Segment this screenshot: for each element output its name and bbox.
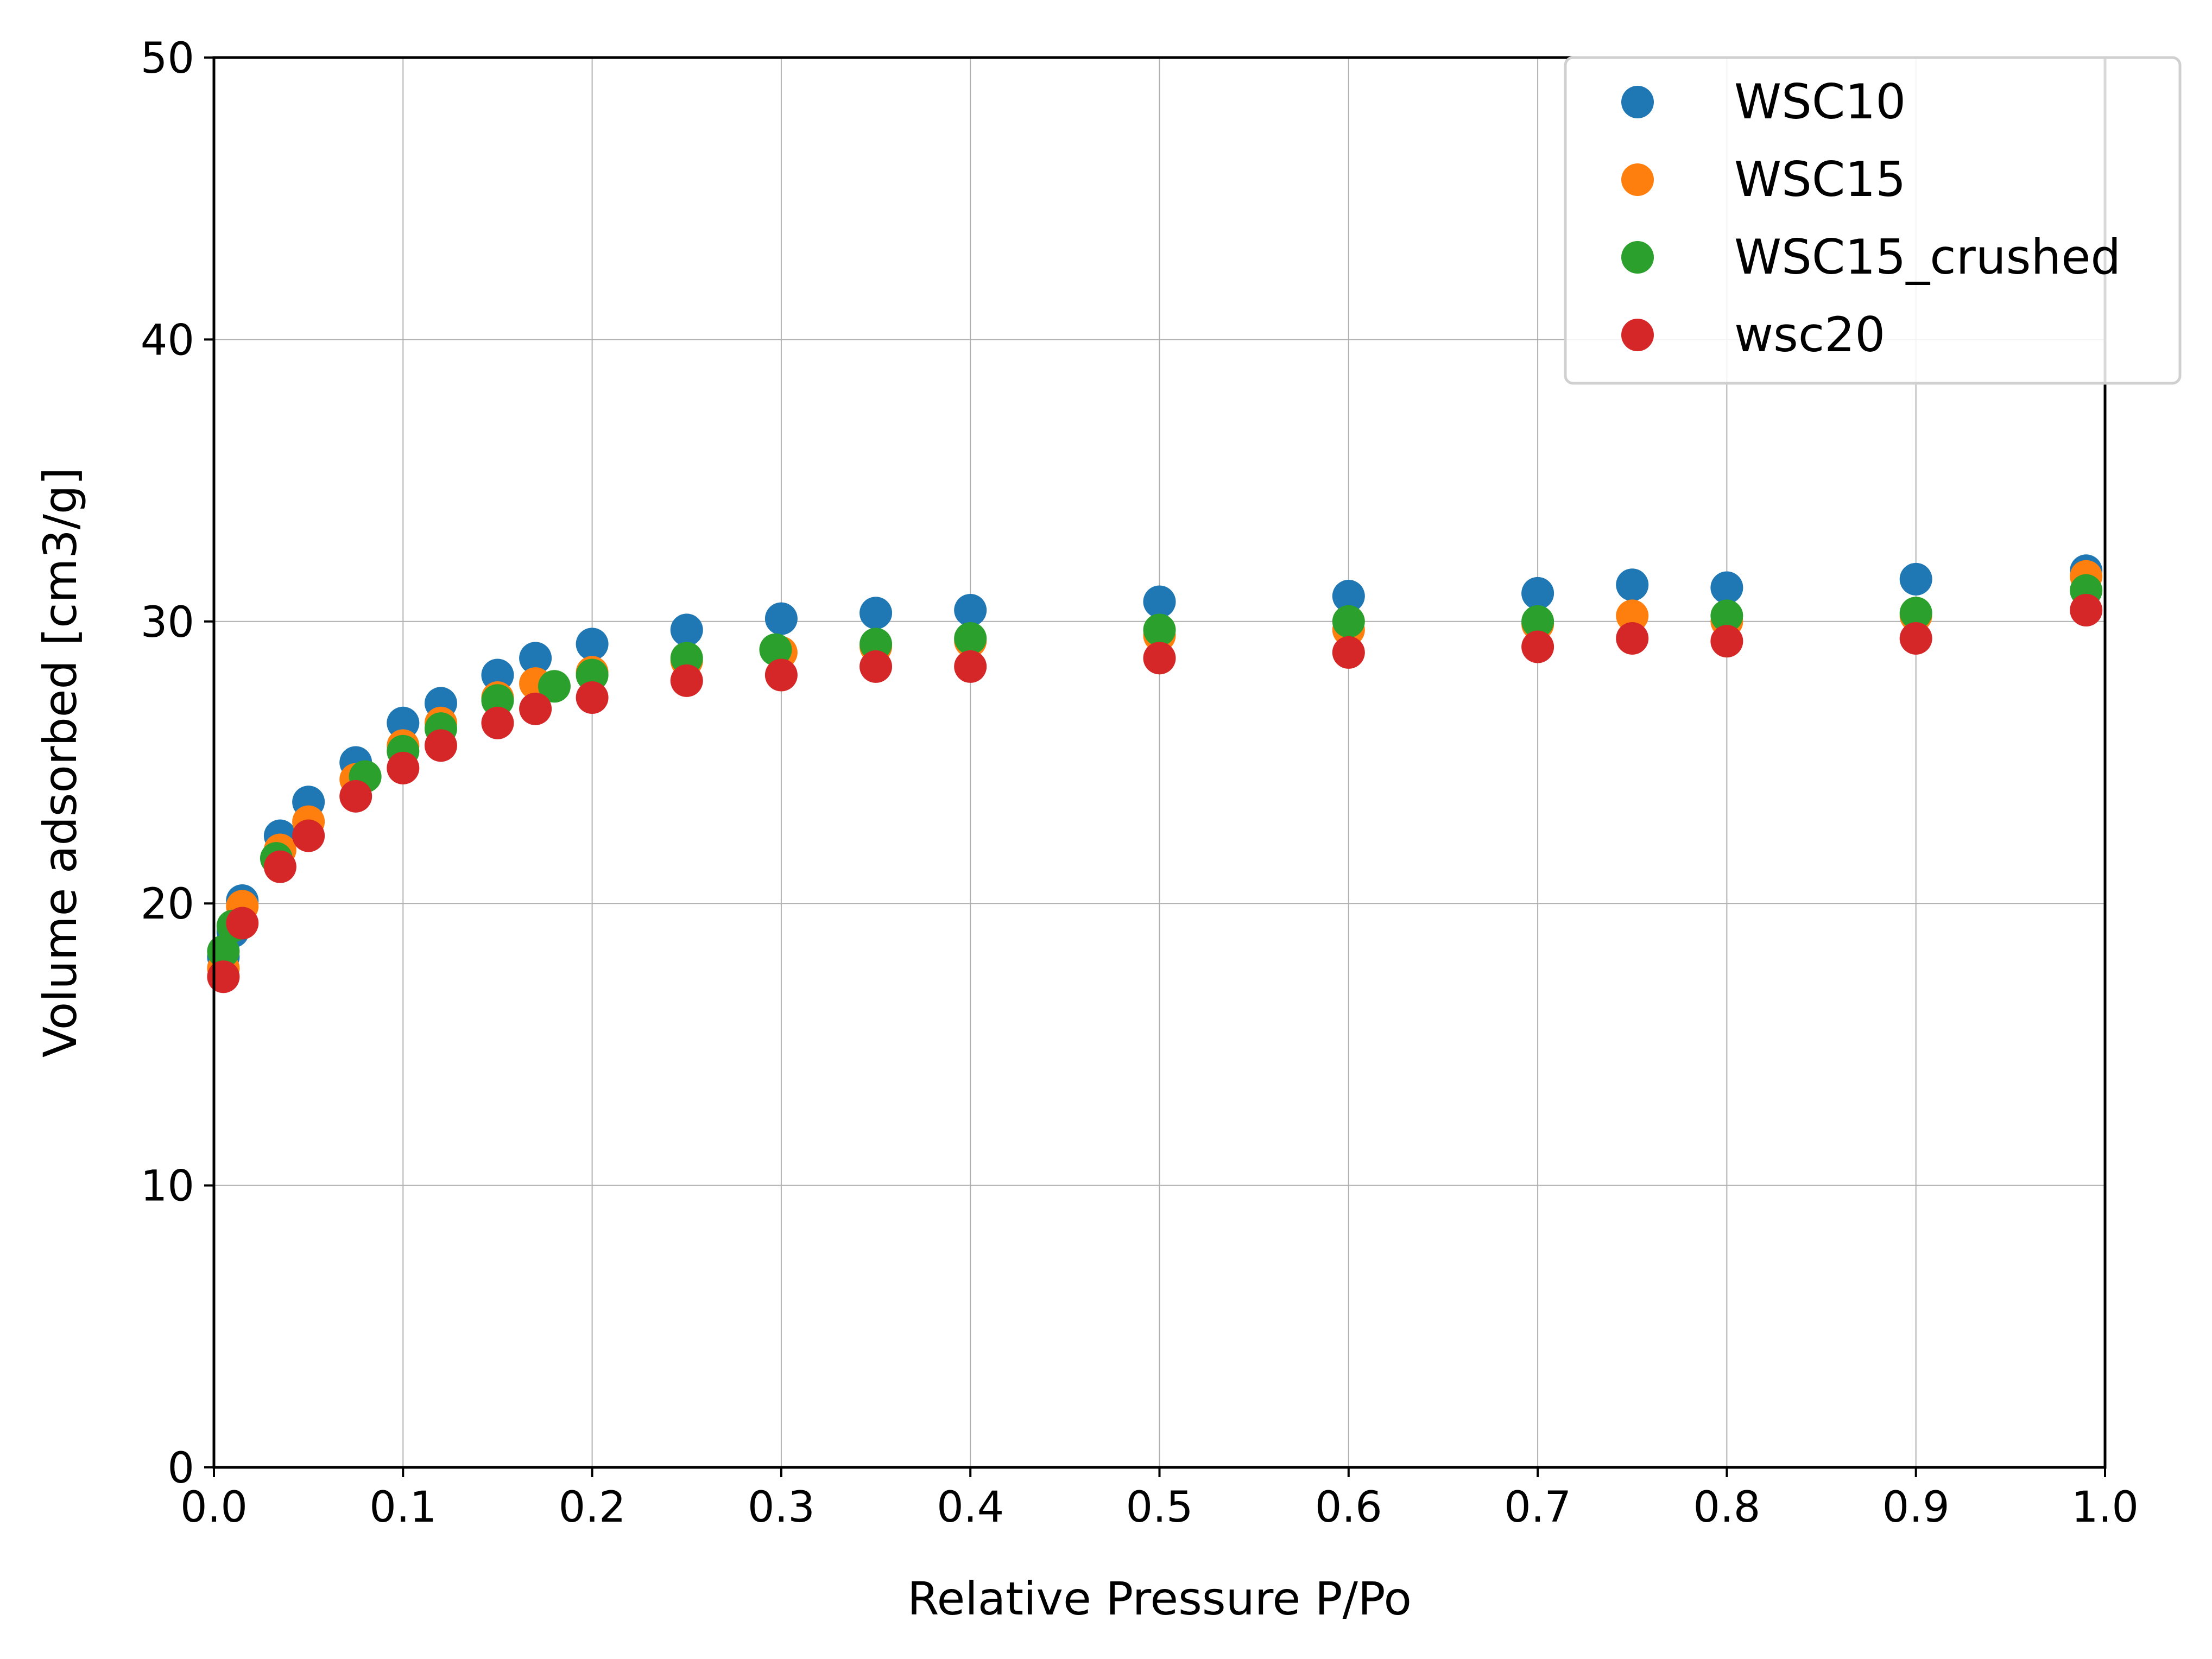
data-point xyxy=(576,658,609,692)
data-point xyxy=(1332,580,1365,613)
data-point xyxy=(1143,613,1176,647)
x-tick-label: 0.0 xyxy=(180,1483,248,1532)
y-axis-ticks: 0 10 20 30 40 50 xyxy=(141,34,214,1493)
data-point xyxy=(226,907,259,940)
x-tick-label: 0.7 xyxy=(1504,1483,1571,1532)
data-point xyxy=(954,622,987,655)
legend-marker xyxy=(1621,163,1654,196)
legend: WSC10 WSC15 WSC15_crushed wsc20 xyxy=(1564,56,2182,385)
y-tick-label: 30 xyxy=(141,598,194,647)
x-tick-label: 1.0 xyxy=(2071,1483,2139,1532)
y-axis-label: Volume adsorbed [cm3/g] xyxy=(34,467,87,1058)
legend-label: WSC15_crushed xyxy=(1734,229,2121,285)
data-point xyxy=(339,780,372,813)
data-point xyxy=(292,819,325,852)
data-point xyxy=(387,751,420,784)
y-tick-label: 20 xyxy=(141,880,194,929)
data-point xyxy=(670,613,703,647)
data-point xyxy=(1332,605,1365,638)
y-tick-label: 40 xyxy=(141,316,194,365)
data-point xyxy=(263,850,296,883)
data-point xyxy=(481,658,514,692)
legend-label: WSC15 xyxy=(1734,151,1906,207)
data-point xyxy=(481,684,514,717)
y-tick-label: 0 xyxy=(167,1444,194,1493)
x-axis-ticks: 0.0 0.1 0.2 0.3 0.4 0.5 0.6 0.7 0.8 0.9 1.0 xyxy=(180,1467,2139,1532)
y-tick-label: 50 xyxy=(141,34,194,83)
x-tick-label: 0.9 xyxy=(1882,1483,1950,1532)
data-point xyxy=(576,628,609,661)
x-axis-label: Relative Pressure P/Po xyxy=(907,1572,1412,1625)
data-point xyxy=(1521,577,1554,610)
data-point xyxy=(207,960,240,993)
data-point xyxy=(1899,622,1932,655)
data-point xyxy=(424,729,457,762)
data-point xyxy=(576,681,609,714)
x-tick-label: 0.8 xyxy=(1693,1483,1760,1532)
data-point xyxy=(1143,585,1176,618)
legend-box xyxy=(1564,56,2182,385)
data-point xyxy=(538,670,571,703)
x-tick-label: 0.3 xyxy=(748,1483,815,1532)
x-tick-label: 0.4 xyxy=(937,1483,1004,1532)
legend-label: WSC10 xyxy=(1734,74,1906,130)
data-point xyxy=(1616,622,1649,655)
data-point xyxy=(387,706,420,739)
series-3 xyxy=(207,594,2103,993)
data-point xyxy=(1899,562,1932,596)
data-point xyxy=(481,706,514,739)
data-point xyxy=(670,664,703,697)
x-tick-label: 0.5 xyxy=(1126,1483,1193,1532)
data-point xyxy=(859,650,893,683)
legend-label: wsc20 xyxy=(1734,307,1885,363)
data-point xyxy=(1616,568,1649,601)
data-point xyxy=(859,597,893,630)
x-tick-label: 0.6 xyxy=(1315,1483,1382,1532)
data-point xyxy=(2070,594,2103,627)
data-point xyxy=(1710,625,1743,658)
data-point xyxy=(670,642,703,675)
data-point xyxy=(1710,599,1743,632)
y-tick-label: 10 xyxy=(141,1162,194,1211)
data-point xyxy=(764,602,798,635)
data-point xyxy=(1143,642,1176,675)
data-points xyxy=(207,554,2103,993)
data-point xyxy=(1899,597,1932,630)
data-point xyxy=(1332,636,1365,669)
data-point xyxy=(519,642,552,675)
data-point xyxy=(859,628,893,661)
data-point xyxy=(759,633,792,666)
data-point xyxy=(1521,605,1554,638)
legend-marker xyxy=(1621,86,1654,118)
legend-marker xyxy=(1621,319,1654,351)
data-point xyxy=(954,650,987,683)
data-point xyxy=(764,658,798,692)
x-tick-label: 0.2 xyxy=(559,1483,626,1532)
data-point xyxy=(1616,599,1649,632)
data-point xyxy=(954,594,987,627)
data-point xyxy=(1710,571,1743,604)
data-point xyxy=(519,692,552,725)
x-tick-label: 0.1 xyxy=(369,1483,437,1532)
legend-marker xyxy=(1621,241,1654,274)
data-point xyxy=(1521,630,1554,663)
